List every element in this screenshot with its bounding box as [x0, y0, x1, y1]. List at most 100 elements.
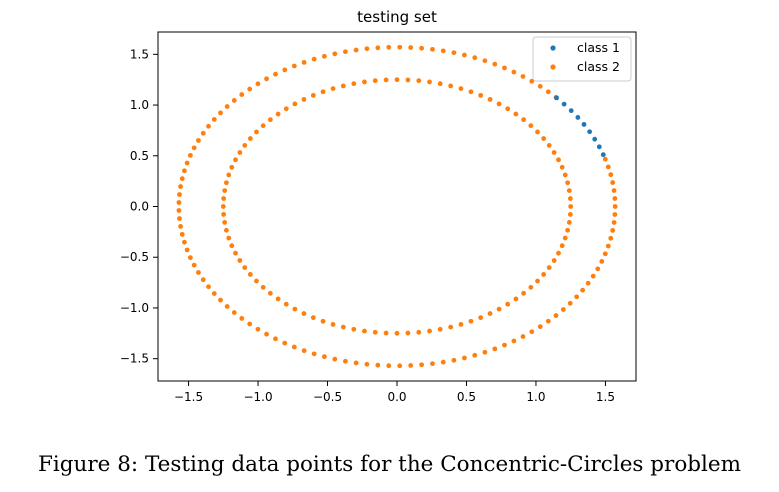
x-tick-label: 1.0 — [526, 390, 545, 404]
data-point-class-2 — [375, 362, 381, 368]
data-point-class-2 — [343, 49, 348, 55]
data-point-class-2 — [605, 243, 611, 249]
data-point-class-2 — [521, 117, 527, 123]
x-axis: −1.5 −1.0 −0.5 0.0 0.5 1.0 1.5 — [174, 381, 615, 404]
data-point-class-2 — [513, 111, 519, 117]
data-point-class-2 — [364, 361, 370, 367]
data-point-class-2 — [537, 324, 543, 330]
data-point-class-2 — [178, 224, 183, 229]
legend-label: class 2 — [577, 59, 620, 74]
data-point-class-2 — [226, 235, 232, 241]
data-point-class-2 — [487, 311, 493, 316]
data-point-class-2 — [372, 329, 378, 335]
data-point-class-2 — [177, 192, 182, 197]
data-point-class-2 — [559, 164, 565, 170]
data-point-class-2 — [273, 336, 278, 342]
data-point-class-2 — [222, 188, 228, 194]
data-point-class-2 — [562, 172, 568, 178]
data-point-class-2 — [254, 129, 259, 135]
data-point-class-2 — [408, 45, 414, 50]
data-point-class-2 — [191, 262, 197, 268]
data-point-class-2 — [511, 69, 517, 75]
data-point-class-2 — [231, 310, 237, 315]
data-point-class-2 — [562, 235, 568, 241]
data-point-class-2 — [448, 324, 454, 330]
data-point-class-2 — [206, 284, 211, 290]
data-point-class-2 — [301, 59, 307, 65]
data-point-class-2 — [330, 86, 336, 91]
data-point-class-2 — [472, 352, 478, 358]
data-point-class-2 — [590, 273, 596, 279]
data-point-class-2 — [351, 81, 357, 87]
data-point-class-2 — [340, 324, 346, 330]
data-point-class-2 — [511, 338, 517, 344]
data-point-class-2 — [502, 342, 507, 348]
data-point-class-2 — [383, 330, 389, 336]
data-point-class-2 — [482, 58, 488, 64]
data-point-class-1 — [581, 122, 587, 127]
data-point-class-2 — [602, 156, 608, 162]
data-point-class-2 — [178, 184, 183, 189]
data-point-class-2 — [612, 204, 618, 209]
data-point-class-2 — [332, 51, 338, 57]
data-point-class-2 — [478, 315, 484, 321]
data-point-class-2 — [482, 349, 488, 355]
data-point-class-2 — [605, 164, 611, 170]
data-point-class-2 — [468, 318, 474, 324]
data-point-class-2 — [182, 239, 187, 245]
data-point-class-2 — [264, 76, 269, 82]
y-tick-label: 0.0 — [130, 200, 149, 214]
data-point-class-2 — [301, 348, 307, 354]
data-point-class-2 — [179, 176, 185, 182]
data-point-class-2 — [585, 280, 591, 286]
data-point-class-2 — [462, 52, 467, 58]
x-tick-label: 0.0 — [387, 390, 406, 404]
data-point-class-2 — [394, 77, 400, 83]
data-point-class-2 — [218, 297, 223, 303]
data-point-class-2 — [427, 79, 432, 85]
y-tick-label: −0.5 — [120, 250, 149, 264]
data-point-class-2 — [182, 168, 187, 174]
data-point-class-2 — [567, 196, 573, 201]
data-point-class-2 — [226, 172, 232, 178]
data-point-class-2 — [320, 318, 326, 324]
data-point-class-2 — [283, 301, 289, 307]
data-point-class-2 — [283, 106, 289, 112]
data-point-class-2 — [310, 92, 316, 98]
data-point-class-2 — [458, 322, 464, 327]
data-point-class-2 — [211, 291, 217, 296]
data-point-class-2 — [496, 306, 502, 312]
data-point-class-1 — [596, 144, 602, 150]
data-point-class-2 — [502, 65, 507, 71]
data-point-class-2 — [343, 358, 348, 364]
data-point-class-2 — [528, 284, 534, 290]
y-tick-label: 0.5 — [130, 149, 149, 163]
data-point-class-2 — [513, 296, 519, 302]
data-point-class-2 — [521, 290, 527, 296]
data-point-class-2 — [610, 228, 616, 233]
data-point-class-1 — [600, 152, 606, 158]
data-point-class-2 — [224, 104, 230, 109]
plot-points — [176, 44, 618, 369]
data-point-class-2 — [408, 363, 414, 368]
data-point-class-2 — [221, 212, 227, 217]
data-point-class-2 — [233, 250, 238, 256]
data-point-class-2 — [546, 265, 552, 270]
data-point-class-1 — [575, 115, 581, 120]
data-point-class-2 — [187, 152, 193, 158]
data-point-class-2 — [566, 219, 572, 225]
legend-marker — [550, 64, 556, 70]
data-point-class-2 — [242, 265, 248, 270]
data-point-class-2 — [386, 363, 392, 369]
data-point-class-2 — [437, 81, 443, 87]
data-point-class-2 — [229, 243, 235, 249]
y-tick-label: 1.5 — [130, 47, 149, 61]
data-point-class-2 — [351, 326, 357, 332]
data-point-class-2 — [184, 247, 190, 253]
data-point-class-2 — [255, 326, 261, 332]
data-point-class-2 — [383, 77, 389, 83]
data-point-class-2 — [330, 322, 336, 327]
data-point-class-2 — [397, 44, 403, 50]
data-point-class-2 — [556, 157, 561, 163]
data-point-class-2 — [553, 313, 559, 318]
